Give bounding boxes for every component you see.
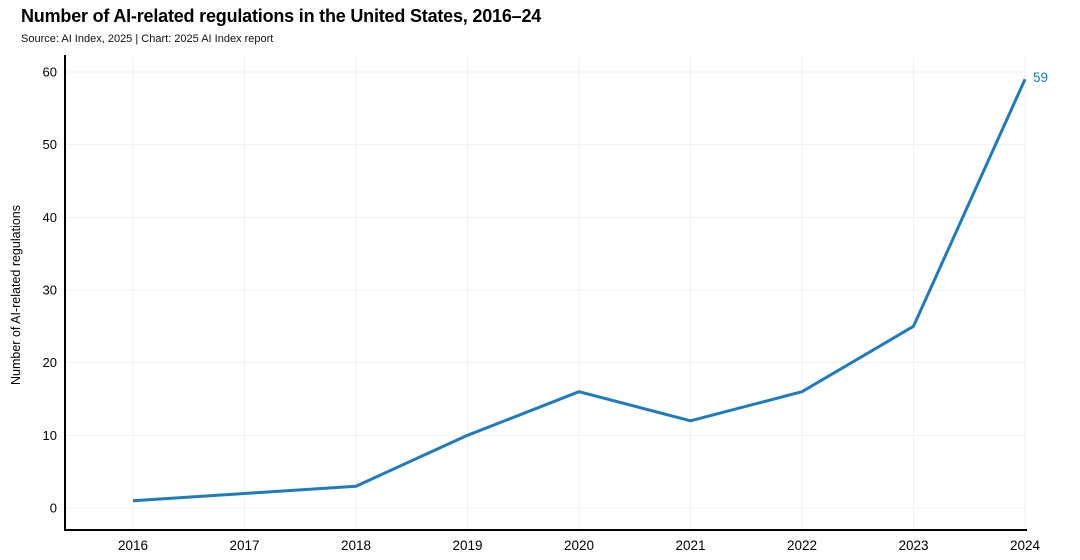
chart-title: Number of AI-related regulations in the … — [21, 6, 542, 26]
y-tick-label: 20 — [43, 355, 57, 370]
x-tick-label: 2016 — [118, 538, 148, 553]
y-tick-label: 40 — [43, 210, 57, 225]
x-tick-label: 2018 — [341, 538, 371, 553]
end-value-label: 59 — [1033, 70, 1049, 86]
x-tick-label: 2024 — [1010, 538, 1041, 553]
x-tick-label: 2020 — [564, 538, 594, 553]
y-tick-label: 60 — [43, 65, 57, 80]
y-tick-label: 50 — [43, 137, 57, 152]
x-tick-label: 2017 — [229, 538, 259, 553]
data-line — [132, 78, 1027, 503]
chart-source-line: Source: AI Index, 2025 | Chart: 2025 AI … — [21, 33, 274, 45]
y-tick-label: 30 — [43, 283, 57, 298]
x-tick-label: 2022 — [787, 538, 817, 553]
x-tick-label: 2019 — [452, 538, 482, 553]
x-tick-label: 2021 — [675, 538, 705, 553]
x-tick-label: 2023 — [898, 538, 928, 553]
y-tick-label: 10 — [43, 428, 57, 443]
y-tick-label: 0 — [50, 501, 57, 516]
